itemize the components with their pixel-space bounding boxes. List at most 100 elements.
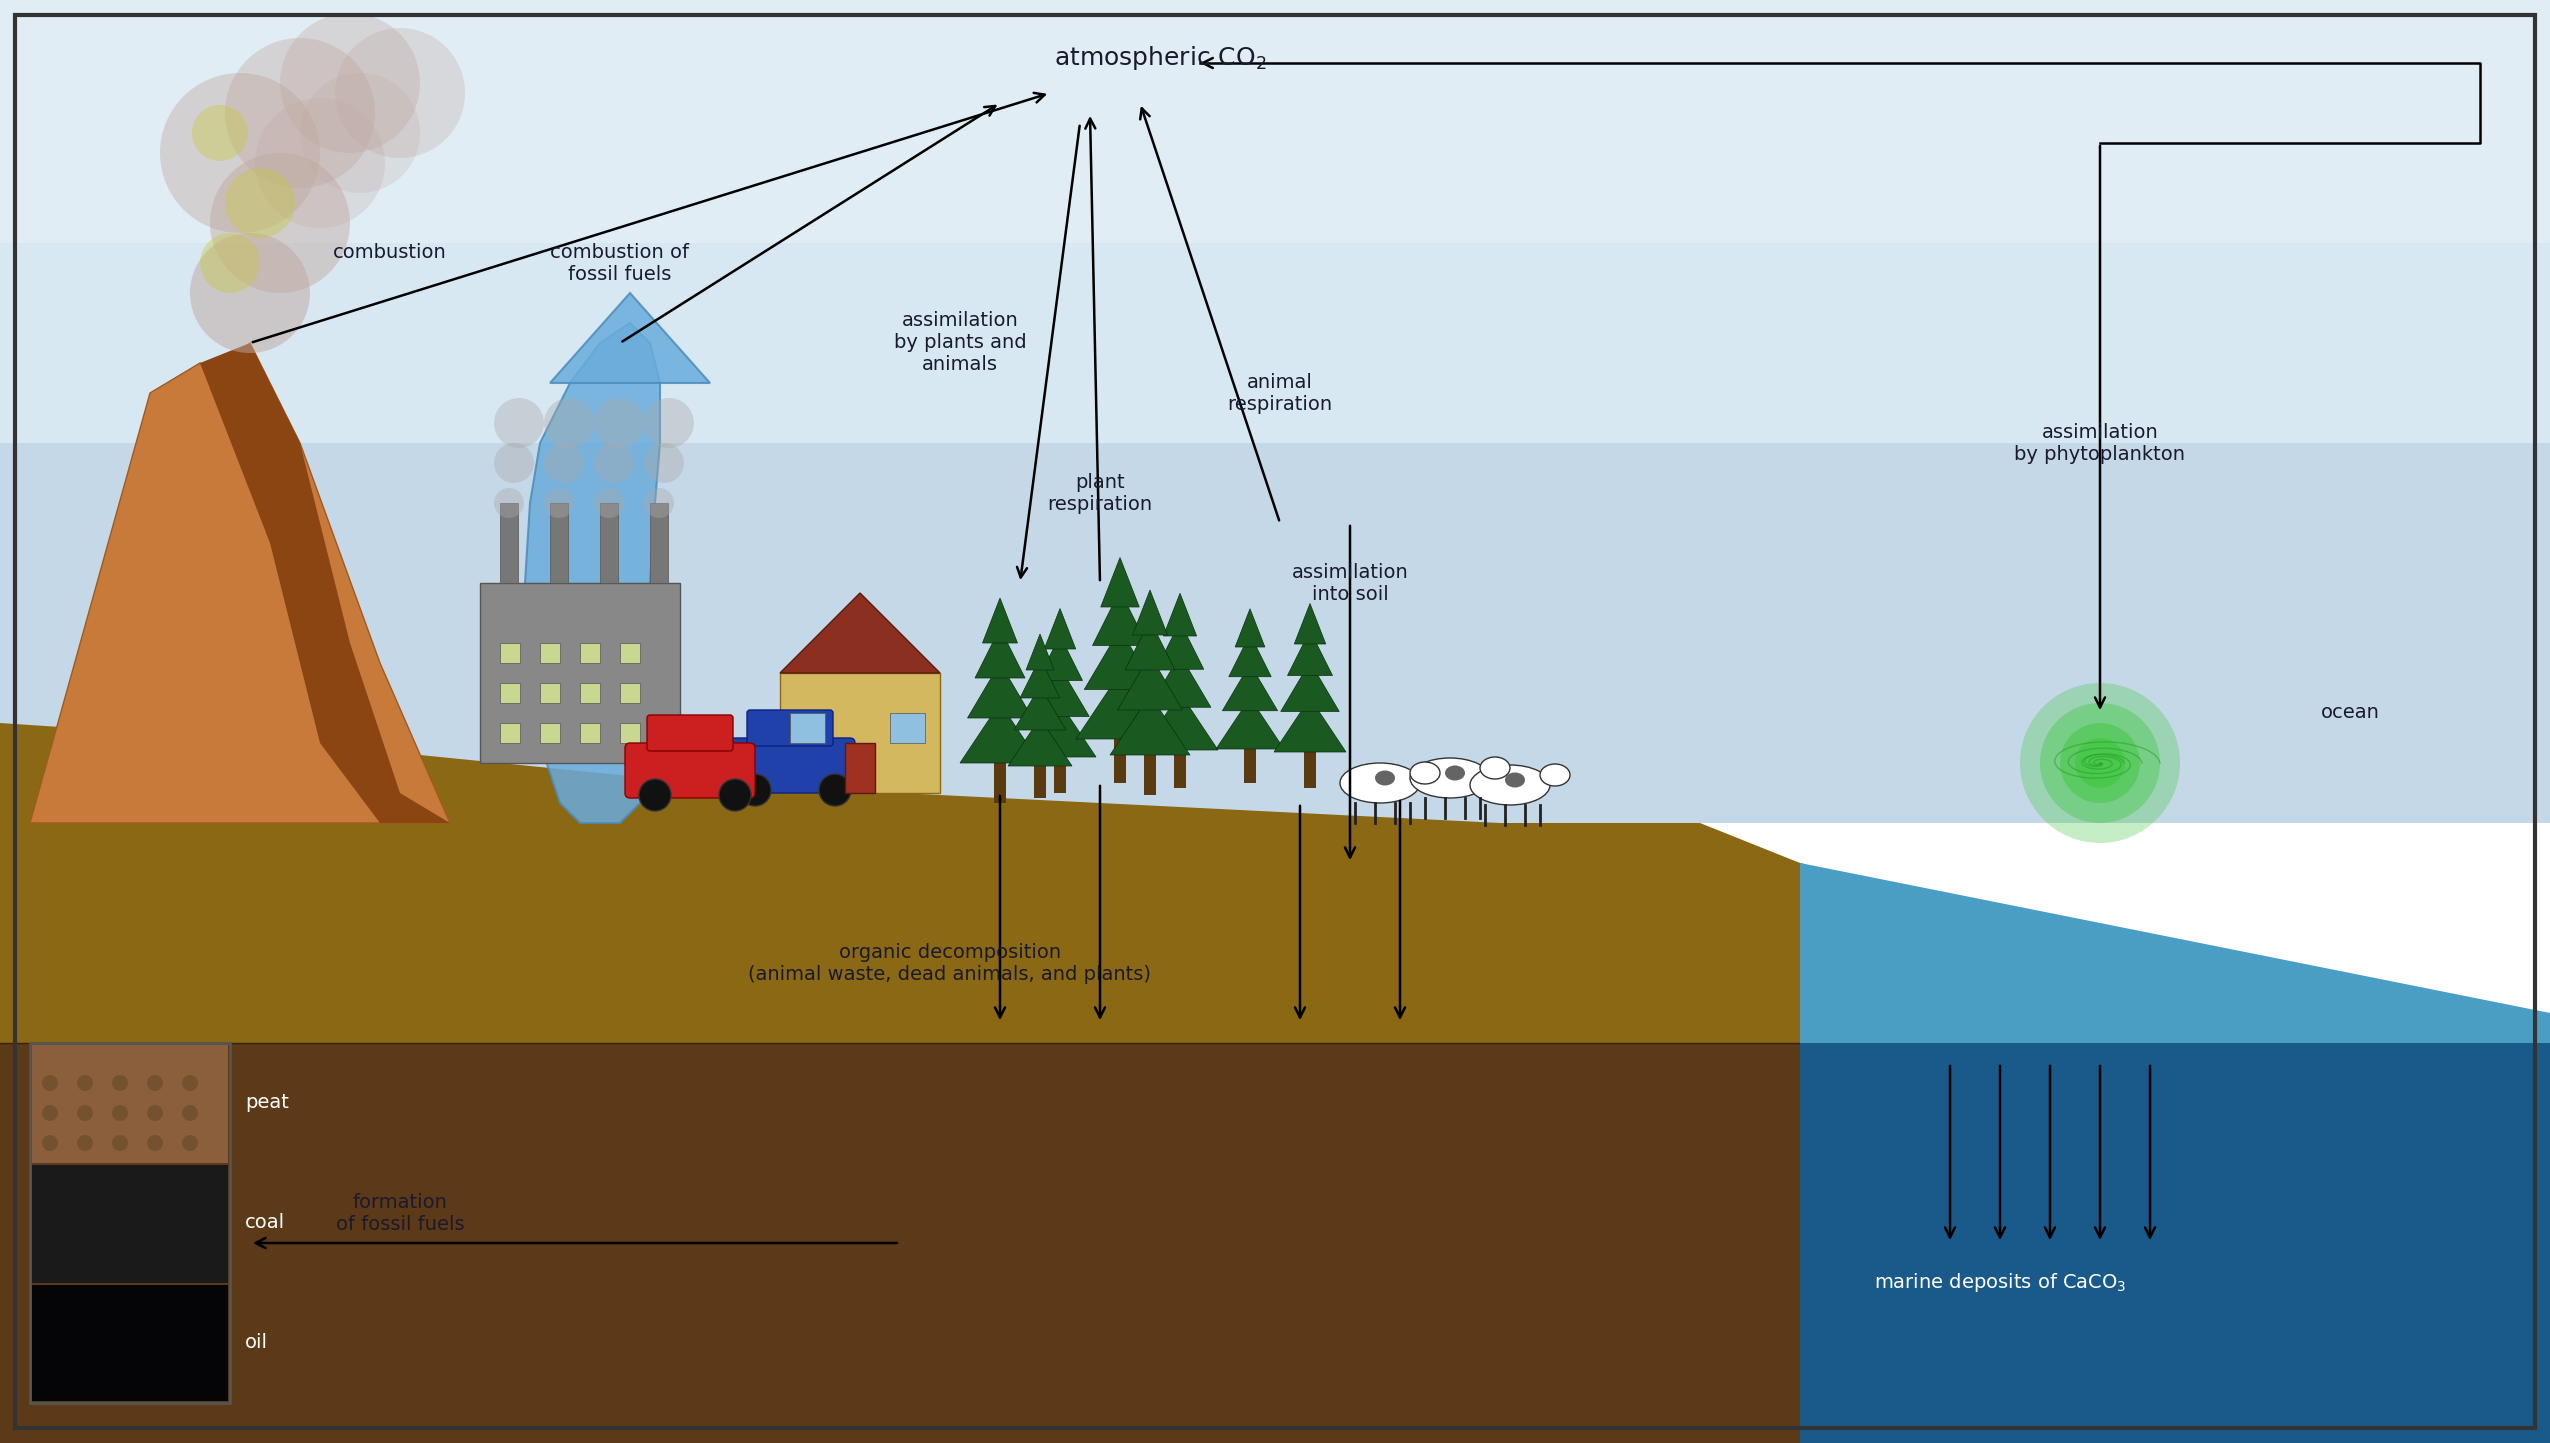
Circle shape [2060,723,2139,802]
Text: ocean: ocean [2320,704,2379,723]
Ellipse shape [1479,758,1510,779]
Polygon shape [1295,603,1326,644]
Circle shape [161,74,319,232]
Bar [0,1043,2550,1443]
Text: oil: oil [245,1333,268,1352]
Bar [1033,766,1045,798]
Circle shape [191,105,247,162]
Polygon shape [1132,590,1168,635]
Ellipse shape [1410,758,1489,798]
Bar [33,1045,227,1163]
Polygon shape [1117,655,1183,710]
Polygon shape [1221,664,1278,711]
Bar [541,723,561,743]
Polygon shape [1091,590,1148,645]
Circle shape [76,1136,92,1152]
Circle shape [255,98,385,228]
Polygon shape [1046,609,1076,649]
Polygon shape [1229,635,1272,677]
Circle shape [148,1105,163,1121]
Polygon shape [1800,863,2550,1043]
Bar [579,644,599,662]
Circle shape [495,488,523,518]
Circle shape [2020,683,2180,843]
Text: plant
respiration: plant respiration [1048,472,1153,514]
Polygon shape [1288,631,1334,675]
Bar [0,0,2550,443]
Circle shape [112,1075,128,1091]
Text: marine deposits of CaCO$_3$: marine deposits of CaCO$_3$ [1874,1271,2127,1294]
Circle shape [819,773,852,807]
Text: assimilation
by phytoplankton: assimilation by phytoplankton [2014,423,2185,463]
Text: assimilation
into soil: assimilation into soil [1293,563,1408,603]
Bar [479,583,681,763]
Bar [579,723,599,743]
Bar [31,1043,230,1403]
Bar [1303,752,1316,788]
Polygon shape [525,323,660,823]
Polygon shape [780,593,941,672]
Circle shape [76,1075,92,1091]
Polygon shape [199,343,449,823]
Circle shape [640,779,671,811]
Polygon shape [1102,557,1140,608]
Polygon shape [974,628,1025,678]
Text: formation
of fossil fuels: formation of fossil fuels [337,1192,464,1234]
Polygon shape [1007,719,1071,766]
Polygon shape [959,703,1040,763]
Bar [790,713,826,743]
Circle shape [740,773,770,807]
Bar [620,723,640,743]
Bar [541,683,561,703]
Polygon shape [0,723,2550,1443]
Polygon shape [1020,658,1061,698]
Circle shape [148,1075,163,1091]
Bar [780,672,941,794]
Polygon shape [1142,693,1219,750]
Text: coal: coal [245,1214,286,1232]
Bar [33,1165,227,1283]
Circle shape [41,1105,59,1121]
Bar [0,0,2550,823]
Bar [541,644,561,662]
Polygon shape [551,293,709,382]
Circle shape [199,232,260,293]
Circle shape [41,1075,59,1091]
Bar [500,683,520,703]
Circle shape [112,1105,128,1121]
Bar [33,1286,227,1401]
Circle shape [191,232,311,354]
Circle shape [224,38,375,188]
Ellipse shape [1504,772,1525,788]
Circle shape [645,443,683,483]
Polygon shape [1800,863,2550,1443]
Circle shape [719,779,752,811]
Ellipse shape [1410,762,1441,784]
Polygon shape [1015,685,1066,730]
Bar [1244,749,1257,784]
Circle shape [112,1136,128,1152]
FancyBboxPatch shape [625,743,755,798]
Circle shape [224,167,296,238]
Circle shape [495,398,543,447]
Circle shape [543,398,594,447]
Bar [1114,739,1127,784]
Text: combustion: combustion [334,244,446,263]
Bar [500,644,520,662]
Circle shape [181,1136,199,1152]
Text: peat: peat [245,1094,288,1113]
Polygon shape [1109,696,1191,755]
Circle shape [280,13,421,153]
Bar [599,504,617,583]
Polygon shape [1234,609,1265,646]
Polygon shape [966,662,1033,719]
FancyBboxPatch shape [648,714,732,750]
Polygon shape [1084,629,1155,690]
Polygon shape [1150,655,1211,707]
Polygon shape [1025,633,1053,670]
Polygon shape [1030,667,1089,717]
Polygon shape [1038,635,1084,681]
Circle shape [181,1105,199,1121]
Circle shape [645,398,694,447]
Bar [1053,758,1066,794]
